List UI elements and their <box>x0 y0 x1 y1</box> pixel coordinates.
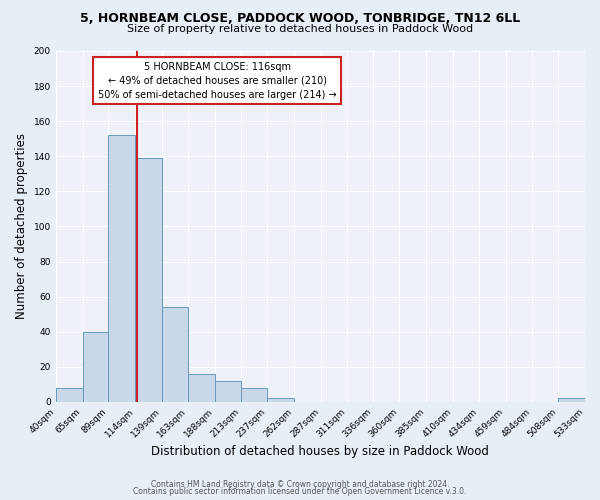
Bar <box>135 158 162 402</box>
Bar <box>188 374 215 402</box>
Bar <box>56 388 83 402</box>
X-axis label: Distribution of detached houses by size in Paddock Wood: Distribution of detached houses by size … <box>151 444 489 458</box>
Y-axis label: Number of detached properties: Number of detached properties <box>15 134 28 320</box>
Text: Size of property relative to detached houses in Paddock Wood: Size of property relative to detached ho… <box>127 24 473 34</box>
Bar <box>267 398 294 402</box>
Text: 5, HORNBEAM CLOSE, PADDOCK WOOD, TONBRIDGE, TN12 6LL: 5, HORNBEAM CLOSE, PADDOCK WOOD, TONBRID… <box>80 12 520 24</box>
Bar <box>241 388 267 402</box>
Bar <box>108 135 135 402</box>
Text: Contains HM Land Registry data © Crown copyright and database right 2024.: Contains HM Land Registry data © Crown c… <box>151 480 449 489</box>
Bar <box>83 332 108 402</box>
Bar <box>215 381 241 402</box>
Text: 5 HORNBEAM CLOSE: 116sqm
← 49% of detached houses are smaller (210)
50% of semi-: 5 HORNBEAM CLOSE: 116sqm ← 49% of detach… <box>98 62 337 100</box>
Bar <box>162 307 188 402</box>
Text: Contains public sector information licensed under the Open Government Licence v.: Contains public sector information licen… <box>133 487 467 496</box>
Bar <box>558 398 585 402</box>
